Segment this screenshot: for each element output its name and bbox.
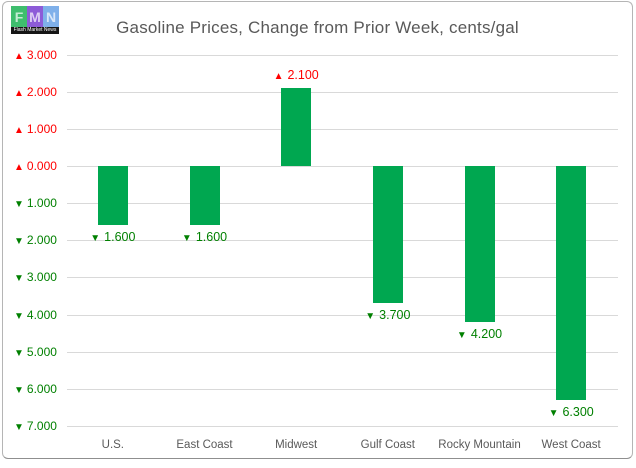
value-text: 5.000: [26, 344, 57, 359]
logo-letter-f: F: [11, 6, 27, 27]
value-text: 2.100: [287, 68, 319, 82]
category-label-gulf-coast: Gulf Coast: [360, 439, 415, 451]
value-text: 2.000: [26, 233, 57, 248]
logo-letter-n: N: [43, 6, 59, 27]
down-triangle-icon: ▼: [14, 347, 24, 359]
down-triangle-icon: ▼: [456, 329, 467, 341]
value-text: 4.200: [470, 326, 503, 341]
category-label-east-coast: East Coast: [176, 439, 233, 451]
value-text: 3.000: [26, 270, 57, 285]
bar-east-coast: [189, 166, 220, 226]
y-axis-tick-minus5: ▼ 5.000: [14, 344, 68, 360]
data-label-us: ▼ 1.600: [53, 230, 173, 245]
y-axis-tick-plus2: ▲ 2.000: [14, 84, 68, 100]
category-label-midwest: Midwest: [275, 439, 318, 451]
value-text: 1.600: [104, 230, 136, 245]
value-text: 1.600: [195, 230, 228, 245]
data-label-rocky-mountain: ▼ 4.200: [420, 327, 540, 342]
value-text: 6.000: [26, 381, 57, 396]
value-text: 6.300: [562, 404, 594, 419]
down-triangle-icon: ▼: [14, 310, 24, 322]
gridline: [67, 166, 618, 167]
value-text: 1.000: [26, 196, 57, 211]
bar-west-coast: [556, 166, 587, 400]
y-axis-tick-minus3: ▼ 3.000: [14, 269, 68, 285]
data-label-west-coast: ▼ 6.300: [511, 405, 631, 420]
bar-midwest: [281, 88, 312, 166]
down-triangle-icon: ▼: [14, 421, 24, 433]
y-axis-tick-minus4: ▼ 4.000: [14, 307, 68, 323]
bar-rocky-mountain: [464, 166, 495, 322]
gridline: [67, 351, 618, 353]
bar-gulf-coast: [372, 166, 403, 304]
down-triangle-icon: ▼: [548, 407, 559, 419]
data-label-gulf-coast: ▼ 3.700: [328, 308, 448, 323]
value-text: 4.000: [26, 307, 57, 322]
value-text: 7.000: [26, 418, 57, 433]
down-triangle-icon: ▼: [181, 233, 192, 245]
value-text: 0.000: [26, 159, 57, 173]
down-triangle-icon: ▼: [14, 384, 24, 396]
down-triangle-icon: ▼: [14, 236, 24, 248]
y-axis-tick-minus6: ▼ 6.000: [14, 381, 68, 397]
gridline: [67, 277, 618, 279]
category-label-west-coast: West Coast: [541, 439, 601, 451]
y-axis-tick-minus1: ▼ 1.000: [14, 195, 68, 211]
gridline: [67, 425, 618, 427]
value-text: 3.700: [379, 308, 411, 323]
logo-tagline: Flash Market News: [11, 27, 59, 34]
y-axis-tick-minus2: ▼ 2.000: [14, 232, 68, 248]
bar-us: [97, 166, 128, 226]
up-triangle-icon: ▲: [14, 124, 24, 136]
y-axis-tick-plus3: ▲ 3.000: [14, 47, 68, 63]
value-text: 2.000: [26, 84, 57, 99]
category-label-rocky-mountain: Rocky Mountain: [438, 439, 521, 451]
gridline: [67, 54, 618, 56]
y-axis-tick-minus7: ▼ 7.000: [14, 418, 68, 434]
up-triangle-icon: ▲: [14, 87, 24, 99]
logo-letter-m: M: [27, 6, 43, 27]
data-label-east-coast: ▼ 1.600: [145, 230, 265, 245]
y-axis-tick-plus0: ▲ 0.000: [14, 158, 68, 174]
chart-title: Gasoline Prices, Change from Prior Week,…: [116, 18, 519, 37]
y-axis-tick-plus1: ▲ 1.000: [14, 121, 68, 137]
up-triangle-icon: ▲: [273, 71, 284, 82]
gridline: [67, 128, 618, 130]
up-triangle-icon: ▲: [14, 162, 24, 173]
category-label-us: U.S.: [101, 439, 125, 451]
down-triangle-icon: ▼: [14, 273, 24, 285]
value-text: 3.000: [26, 47, 57, 62]
down-triangle-icon: ▼: [365, 311, 376, 323]
gridline: [67, 91, 618, 93]
value-text: 1.000: [26, 121, 57, 136]
down-triangle-icon: ▼: [14, 199, 24, 211]
gridline: [67, 240, 618, 242]
gridline: [67, 314, 618, 316]
data-label-midwest: ▲ 2.100: [236, 68, 356, 83]
gridline: [67, 203, 618, 205]
gridline: [67, 388, 618, 390]
up-triangle-icon: ▲: [14, 50, 24, 62]
down-triangle-icon: ▼: [90, 233, 101, 245]
